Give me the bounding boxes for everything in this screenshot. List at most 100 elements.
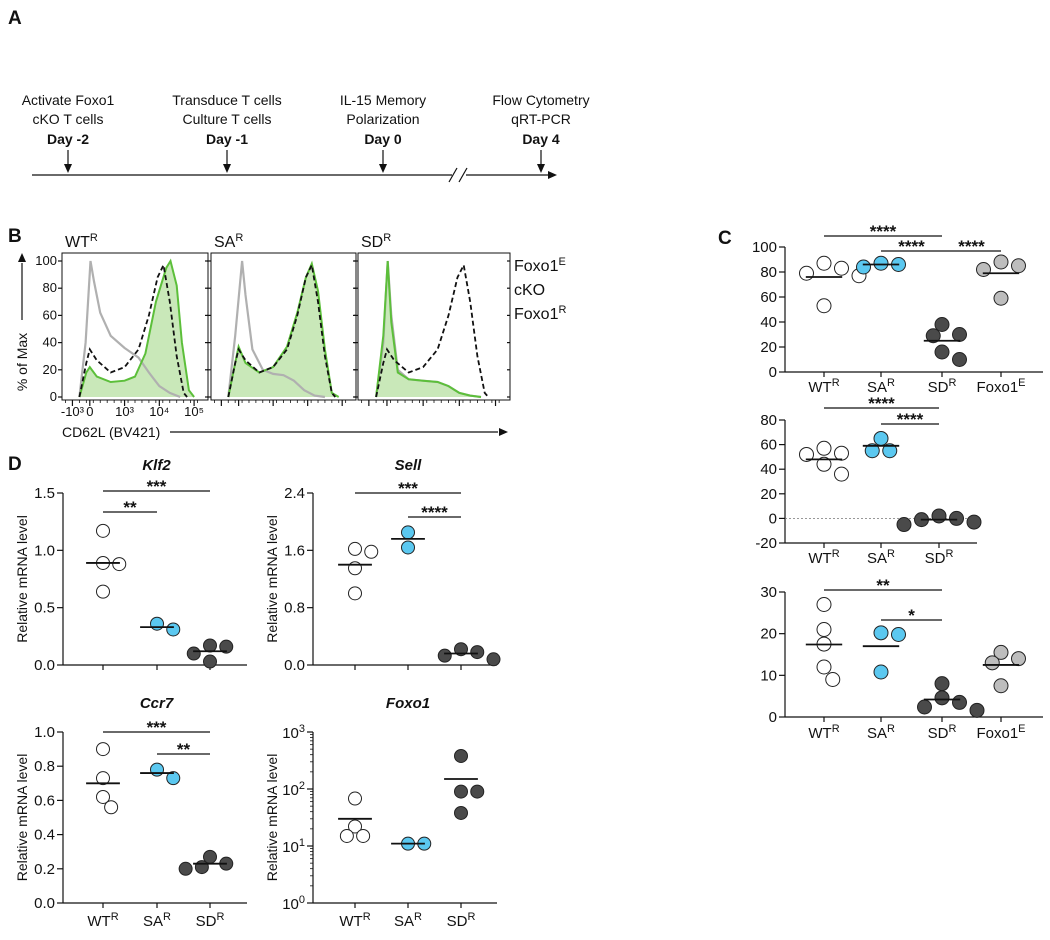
x-tick-label-sup: R <box>832 548 840 560</box>
foxo1r-curve <box>78 258 195 398</box>
data-point <box>96 523 110 538</box>
step-line1: Activate Foxo1 <box>22 92 115 108</box>
data-point <box>993 254 1009 270</box>
y-tick-label: 30 <box>760 584 777 601</box>
data-point <box>816 255 832 271</box>
data-point <box>993 290 1009 306</box>
data-point <box>437 648 452 663</box>
data-point <box>203 638 217 653</box>
y-tick-label: 1.0 <box>34 542 55 559</box>
data-point <box>348 791 362 806</box>
step-arrowhead <box>379 164 387 173</box>
x-tick-label: SAR <box>394 911 422 930</box>
data-point <box>219 639 234 654</box>
significance-stars: **** <box>870 222 897 241</box>
x-tick-label-base: SA <box>867 550 887 567</box>
x-tick-label-base: WT <box>808 379 831 396</box>
significance-stars: **** <box>421 503 448 522</box>
foxo1r-fill <box>376 261 481 397</box>
x-tick-label-sup: R <box>887 723 895 735</box>
data-point <box>931 508 947 524</box>
significance-stars: **** <box>868 394 895 413</box>
data-point <box>150 762 164 777</box>
x-tick-label-sup: E <box>1018 377 1025 389</box>
x-tick-label-sup: R <box>948 377 956 389</box>
y-tick-label: 10 <box>760 667 777 684</box>
step-line2: cKO T cells <box>32 111 103 127</box>
step-day: Day -1 <box>206 131 248 147</box>
x-tick-label-base: SD <box>447 913 468 930</box>
data-point <box>1011 651 1026 667</box>
data-point <box>104 800 119 815</box>
histogram-box: SDR <box>354 232 511 406</box>
data-point <box>816 622 832 637</box>
group-SA: SAR <box>391 836 432 930</box>
y-tick-label: -20 <box>755 535 777 552</box>
chart-title: Foxo1 <box>386 695 430 712</box>
group-WT: WTR <box>338 791 372 930</box>
y-tick-label: 80 <box>760 412 777 429</box>
data-point <box>834 445 849 461</box>
data-point <box>799 446 814 462</box>
significance-stars: ** <box>876 576 890 595</box>
cko-curve <box>227 260 326 399</box>
y-tick-label: 40 <box>760 314 777 331</box>
x-tick-label-base: WT <box>339 913 362 930</box>
data-point <box>966 514 982 530</box>
significance-stars: * <box>908 606 915 625</box>
foxo1r-fill <box>228 263 339 397</box>
group-WT: WTR <box>86 742 120 930</box>
x-tick-label-sup: E <box>1018 723 1025 735</box>
y-tick-label: 2.4 <box>284 485 305 502</box>
timeline-arrowhead <box>548 171 557 179</box>
y-axis-label: % of Max <box>14 333 30 391</box>
x-tick-label-sup: R <box>887 377 895 389</box>
panel-label-a: A <box>8 8 22 29</box>
data-point <box>486 652 501 667</box>
group-WT <box>86 523 127 670</box>
data-point <box>993 644 1009 660</box>
y-tick-label: 0 <box>50 389 57 404</box>
significance-stars: *** <box>147 718 167 737</box>
y-tick-label: 103 <box>282 723 305 742</box>
data-point <box>470 784 485 799</box>
step-arrowhead <box>64 164 72 173</box>
x-tick-label: SAR <box>867 377 895 396</box>
data-point <box>339 828 354 843</box>
x-tick-label-base: SA <box>867 379 887 396</box>
data-point <box>952 352 967 367</box>
foxo1r-fill <box>79 261 195 397</box>
y-tick-label: 0.0 <box>284 657 305 674</box>
data-point <box>993 678 1009 694</box>
x-tick-label: SDR <box>928 377 957 396</box>
legend-Foxo1R-sup: R <box>558 304 566 316</box>
x-axis-label: CD62L (BV421) <box>62 424 160 440</box>
significance-stars: *** <box>147 477 167 496</box>
timeline: Activate Foxo1 cKO T cells Day -2 Transduce… <box>22 92 590 183</box>
x-tick-label-sup: R <box>163 911 171 923</box>
step-line1: IL-15 Memory <box>340 92 426 108</box>
data-point <box>96 584 110 599</box>
timeline-break-mark <box>448 167 458 183</box>
data-point <box>834 260 849 276</box>
y-tick-label-sup: 1 <box>299 837 305 849</box>
data-point <box>856 259 871 275</box>
panel-label-d: D <box>8 454 22 475</box>
data-point <box>799 265 814 281</box>
y-tick-label-base: 10 <box>282 782 299 799</box>
significance-stars: **** <box>897 410 924 429</box>
histogram-title-base: WT <box>65 234 90 251</box>
y-axis-label: Relative mRNA level <box>14 515 30 643</box>
cko-curve <box>78 260 181 399</box>
x-tick-label: 10³ <box>115 404 134 419</box>
x-tick-label-base: WT <box>808 550 831 567</box>
histogram-title-base: SD <box>361 234 383 251</box>
legend-Foxo1E: Foxo1E <box>514 256 566 275</box>
y-tick-label-base: 10 <box>282 896 299 913</box>
legend-cKO: cKO <box>514 282 545 299</box>
foxo1e-curve <box>227 262 336 398</box>
